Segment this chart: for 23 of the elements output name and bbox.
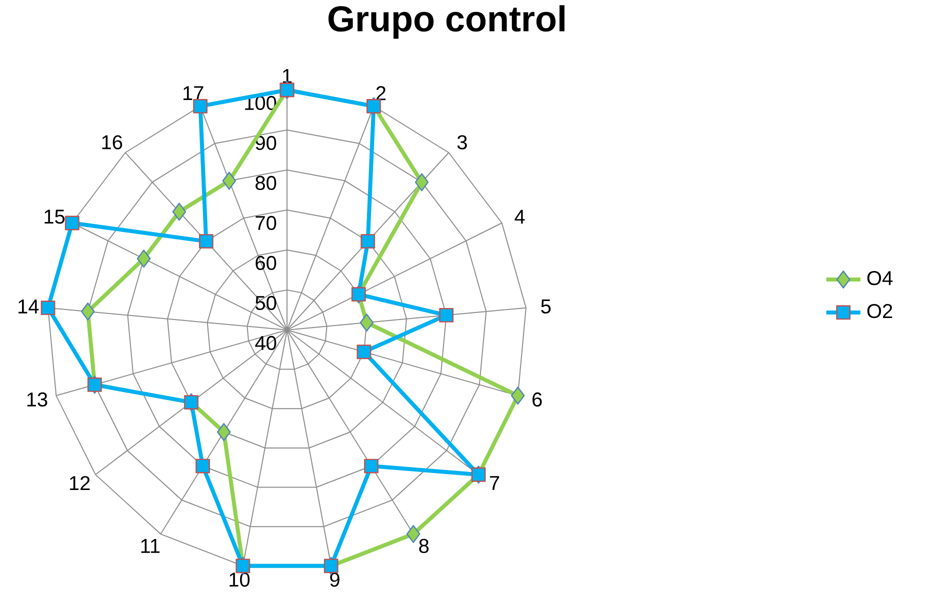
spoke-label: 10 <box>230 572 250 587</box>
y-tick-label: 60 <box>256 256 276 270</box>
spoke-label: 4 <box>514 210 525 224</box>
spoke-label: 15 <box>44 210 65 224</box>
spoke-label: 6 <box>532 392 542 407</box>
y-tick-label: 80 <box>256 176 276 190</box>
spoke-label: 9 <box>330 572 340 587</box>
chart-title: Grupo control <box>328 5 564 39</box>
y-tick-label: 40 <box>255 336 276 350</box>
spoke-label: 17 <box>184 86 204 100</box>
y-tick-label: 50 <box>256 296 276 310</box>
spoke-label: 14 <box>18 300 39 314</box>
spoke-label: 5 <box>541 300 551 314</box>
y-tick-label: 70 <box>256 216 276 230</box>
legend-label: O4 <box>867 271 893 286</box>
spoke-label: 12 <box>70 476 90 490</box>
spoke-label: 13 <box>27 392 48 407</box>
spoke-label: 11 <box>141 539 160 553</box>
legend-label: O2 <box>867 304 892 318</box>
spoke-label: 16 <box>102 135 122 150</box>
spoke-label: 8 <box>419 538 429 554</box>
spoke-label: 3 <box>457 135 467 150</box>
spoke-label: 7 <box>490 476 500 490</box>
